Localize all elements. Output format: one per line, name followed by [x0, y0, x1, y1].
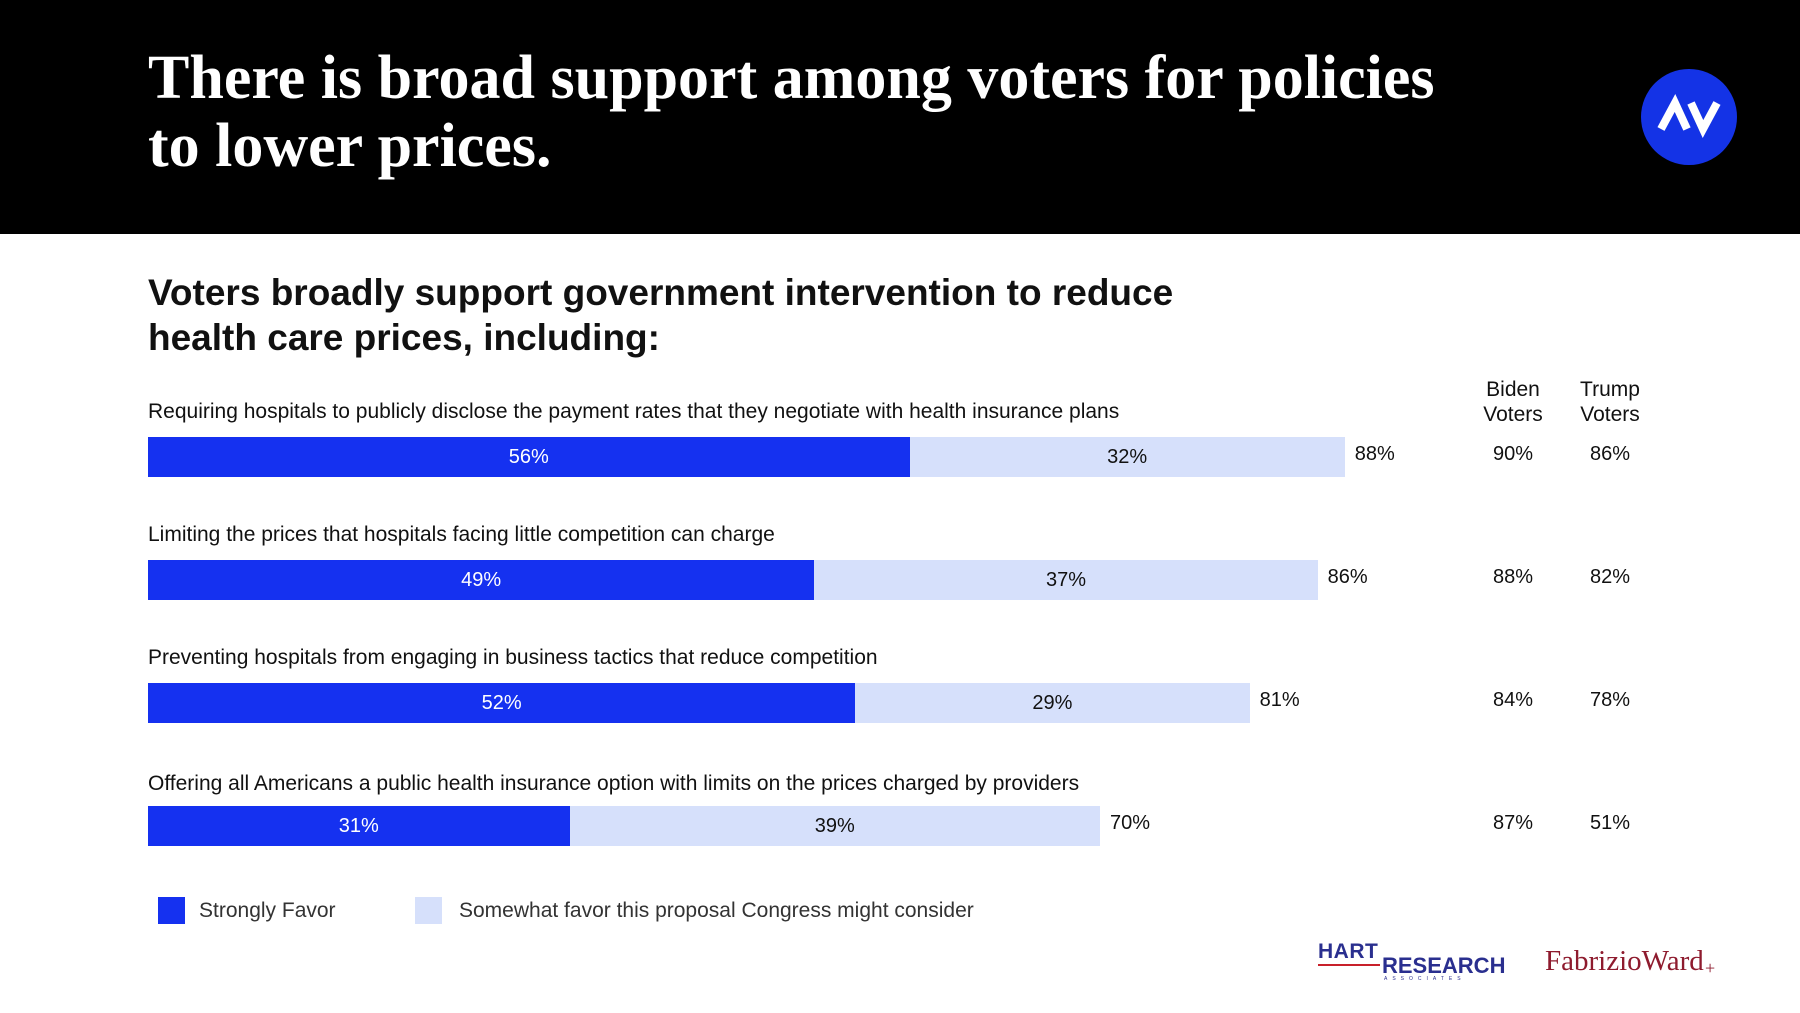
title-banner: There is broad support among voters for … — [0, 0, 1800, 234]
av-logo-icon — [1657, 94, 1721, 138]
hart-research-logo: HART RESEARCH ASSOCIATES — [1318, 940, 1508, 982]
biden-value: 84% — [1492, 689, 1534, 711]
bar-somewhat-favor: 37% — [814, 560, 1318, 600]
bar-somewhat-favor: 32% — [909, 437, 1345, 477]
bar-strongly-favor: 49% — [148, 560, 815, 600]
bar-somewhat-favor: 39% — [569, 806, 1100, 846]
row-label: Requiring hospitals to publicly disclose… — [148, 400, 1120, 423]
hart-logo-top: HART — [1318, 940, 1379, 963]
hart-logo-rule — [1318, 964, 1380, 966]
page-title: There is broad support among voters for … — [148, 44, 1435, 180]
hart-logo-sub: ASSOCIATES — [1384, 976, 1466, 982]
chart-subtitle: Voters broadly support government interv… — [148, 272, 1174, 358]
row-label: Preventing hospitals from engaging in bu… — [148, 646, 878, 669]
av-logo — [1641, 69, 1737, 165]
legend-swatch-somewhat — [415, 897, 442, 924]
legend-label-somewhat: Somewhat favor this proposal Congress mi… — [459, 899, 974, 922]
total-label: 81% — [1259, 689, 1300, 711]
total-label: 88% — [1354, 443, 1395, 465]
biden-value: 88% — [1492, 566, 1534, 588]
trump-value: 51% — [1589, 812, 1631, 834]
total-label: 86% — [1327, 566, 1368, 588]
row-label: Offering all Americans a public health i… — [148, 772, 1080, 795]
bar-strongly-favor: 31% — [148, 806, 570, 846]
biden-value: 87% — [1492, 812, 1534, 834]
bar-somewhat-favor: 29% — [855, 683, 1250, 723]
fabrizio-ward-plus: + — [1705, 958, 1716, 978]
row-label: Limiting the prices that hospitals facin… — [148, 523, 775, 546]
trump-value: 78% — [1589, 689, 1631, 711]
fabrizio-ward-logo: FabrizioWard — [1545, 945, 1704, 977]
biden-value: 90% — [1492, 443, 1534, 465]
legend-label-strong: Strongly Favor — [199, 899, 336, 922]
trump-value: 86% — [1589, 443, 1631, 465]
hart-logo-main: RESEARCH — [1382, 953, 1506, 978]
legend-swatch-strong — [158, 897, 185, 924]
total-label: 70% — [1110, 812, 1151, 834]
trump-value: 82% — [1589, 566, 1631, 588]
column-header-biden: Biden Voters — [1483, 378, 1543, 426]
column-header-trump: Trump Voters — [1580, 378, 1640, 426]
bar-strongly-favor: 52% — [148, 683, 856, 723]
bar-strongly-favor: 56% — [148, 437, 910, 477]
